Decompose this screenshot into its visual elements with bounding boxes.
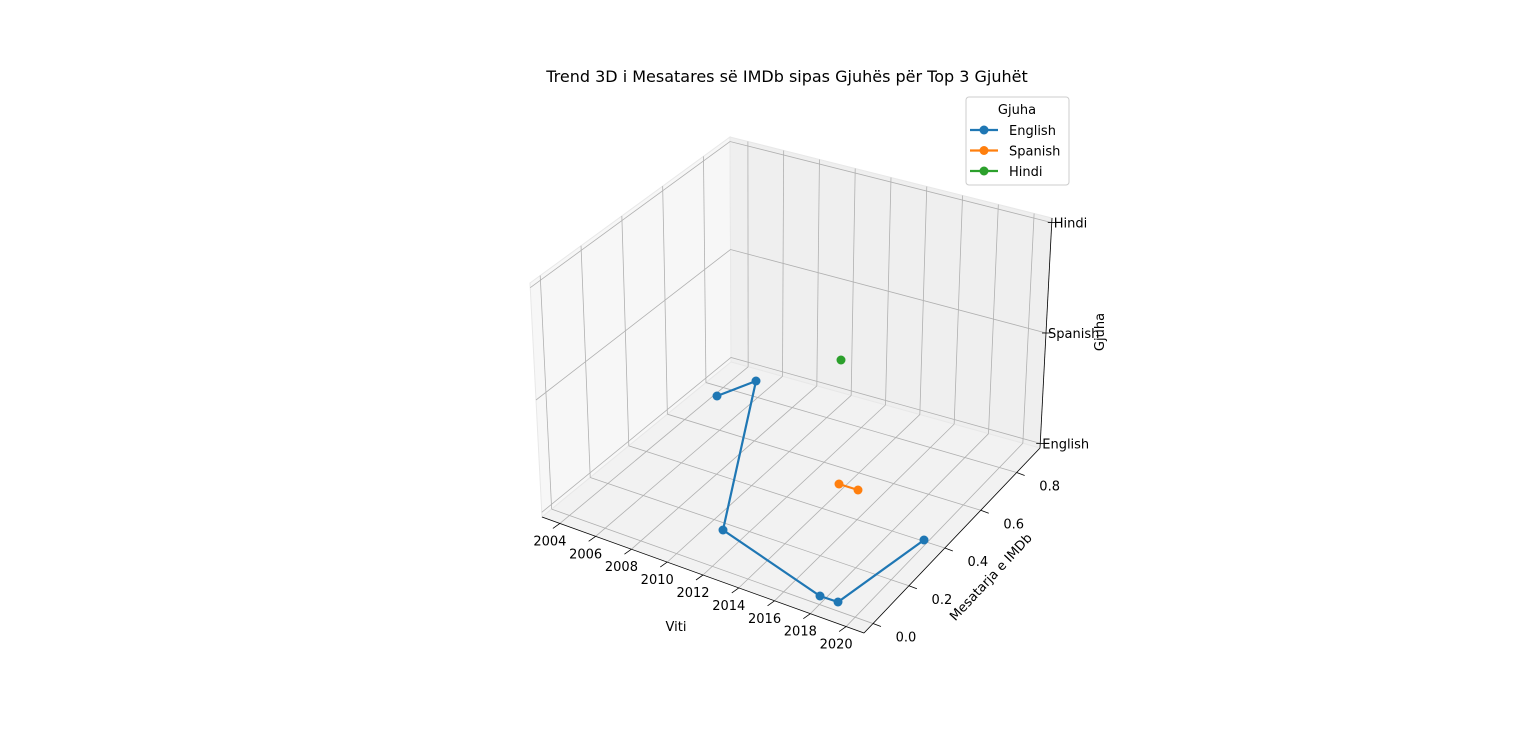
x-tick-label: 2004: [533, 534, 566, 549]
x-tick: [624, 548, 632, 555]
x-tick: [731, 587, 740, 594]
z-ticks: English Spanish Hindi: [1036, 217, 1099, 452]
legend-marker-spanish: [979, 146, 989, 155]
y-tick-label: 0.8: [1039, 480, 1060, 495]
z-grid: [535, 249, 1047, 401]
z-grid: [530, 141, 1052, 289]
z-axis-label: Gjuha: [1093, 313, 1108, 351]
x-grid-floor: [702, 404, 886, 576]
legend-label-spanish: Spanish: [1009, 145, 1060, 160]
legend-items: English Spanish Hindi: [970, 124, 1060, 180]
series-line-english: [716, 379, 925, 604]
y-tick: [872, 623, 882, 627]
data-point-hindi: [836, 355, 846, 365]
z-tick-label: Spanish: [1048, 327, 1099, 342]
legend-marker-english: [979, 125, 989, 135]
data-point-english: [712, 391, 722, 401]
x-grid-floor: [810, 433, 989, 614]
legend: Gjuha English Spanish Hindi: [965, 96, 1070, 186]
x-tick: [588, 536, 596, 542]
y-tick: [980, 509, 989, 514]
data-point-english: [815, 591, 825, 601]
y-grid-floor: [590, 477, 910, 587]
y-tick: [944, 547, 953, 552]
y-axis-line: [863, 447, 1041, 634]
y-tick: [908, 585, 918, 590]
x-tick: [695, 574, 704, 581]
legend-marker-hindi: [979, 166, 989, 176]
y-tick-label: 0.6: [1003, 517, 1024, 532]
y-grid-floor: [551, 508, 874, 624]
x-tick-label: 2016: [748, 612, 781, 627]
data-point-spanish: [853, 485, 863, 495]
x-tick-label: 2018: [784, 625, 817, 640]
x-tick: [552, 523, 561, 529]
x-tick: [767, 600, 775, 607]
chart-title: Trend 3D i Mesatares së IMDb sipas Gjuhë…: [545, 67, 1028, 86]
x-tick-label: 2010: [641, 573, 674, 588]
y-tick-label: 0.4: [967, 555, 988, 570]
x-tick: [803, 613, 811, 619]
y-tick-label: 0.2: [932, 593, 953, 608]
data-point-english: [718, 525, 728, 535]
x-tick-label: 2014: [712, 599, 745, 614]
x-tick-label: 2012: [676, 586, 709, 601]
z-tick-label: Hindi: [1054, 217, 1088, 232]
data-point-english: [833, 597, 843, 607]
legend-label-hindi: Hindi: [1009, 165, 1043, 180]
x-tick: [838, 626, 847, 632]
x-grid-floor: [774, 423, 955, 602]
gridlines: [530, 141, 1052, 627]
z-tick-label: English: [1042, 437, 1089, 452]
axes-panes: [529, 136, 1053, 634]
legend-title: Gjuha: [998, 103, 1036, 118]
y-grid-floor: [628, 445, 945, 549]
y-grid-floor: [705, 382, 1017, 473]
x-grid-floor: [738, 414, 921, 589]
legend-box: [965, 96, 1070, 186]
y-ticks: 0.0 0.2 0.4 0.6 0.8: [872, 472, 1060, 646]
x-tick-label: 2020: [820, 638, 853, 653]
x-grid-floor: [631, 385, 818, 550]
x-grid-floor: [666, 395, 852, 563]
legend-label-english: English: [1009, 124, 1056, 139]
y-tick-label: 0.0: [896, 631, 917, 646]
x-axis-label: Viti: [666, 620, 687, 635]
data-point-english: [919, 535, 929, 545]
series-layer: [712, 355, 929, 607]
y-tick: [1016, 472, 1025, 476]
x-tick-label: 2008: [605, 560, 638, 575]
z-grid: [541, 357, 1041, 513]
x-grid-floor: [845, 442, 1024, 627]
x-tick-label: 2006: [569, 547, 602, 562]
y-grid-floor: [667, 413, 981, 511]
data-point-english: [751, 376, 761, 386]
x-tick: [659, 561, 668, 568]
data-point-spanish: [834, 479, 844, 489]
y-axis-label: Mesatarja e IMDb: [947, 531, 1035, 624]
